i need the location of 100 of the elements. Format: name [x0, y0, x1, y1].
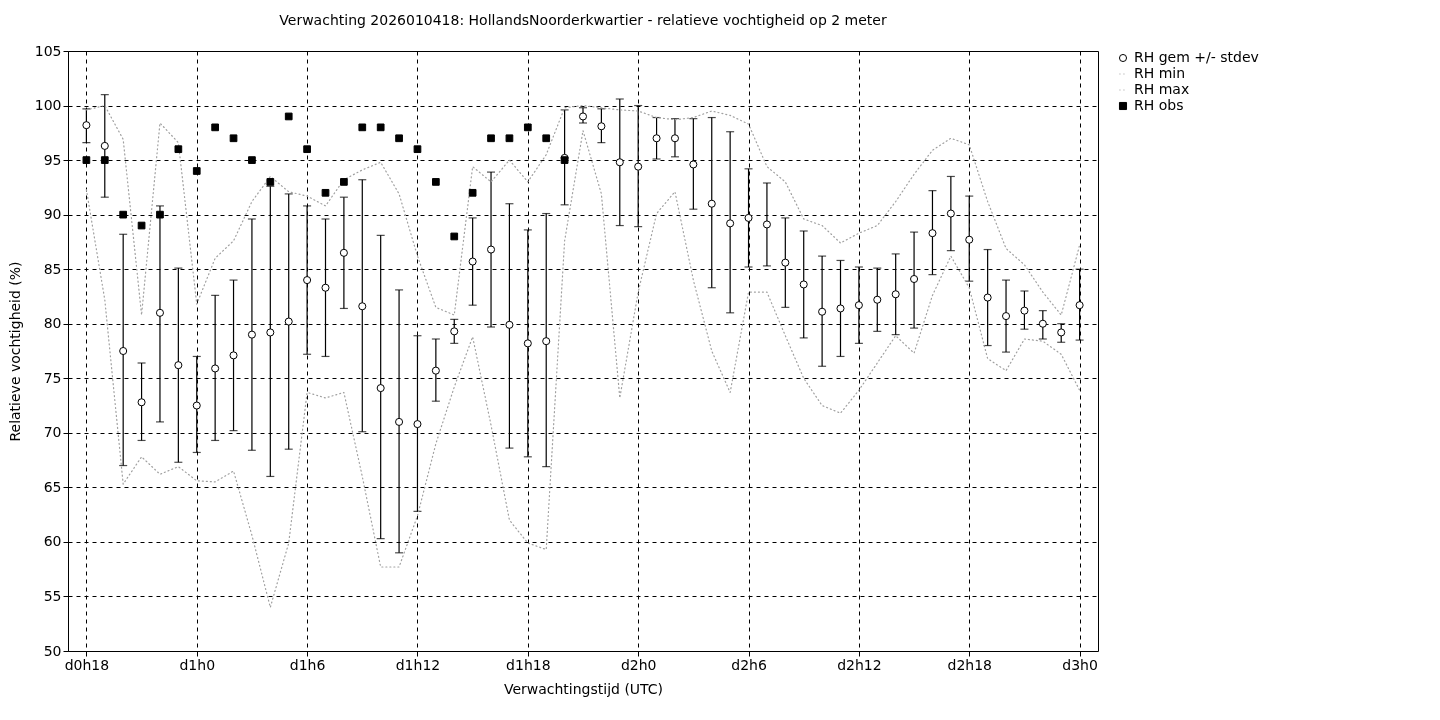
point: [137, 221, 146, 230]
y-tick-label: 65: [43, 478, 62, 495]
legend-label: RH obs: [1134, 97, 1184, 113]
point: [597, 122, 606, 131]
point: [376, 123, 385, 132]
point: [119, 346, 128, 356]
x-tick-label: d2h12: [837, 656, 882, 673]
point: [578, 112, 588, 121]
point: [413, 145, 422, 154]
point: [431, 366, 440, 375]
point: [1057, 328, 1066, 337]
y-tick-label: 50: [43, 642, 62, 659]
point: [211, 364, 220, 373]
point: [928, 229, 937, 238]
y-tick-label: 60: [43, 533, 62, 550]
point: [211, 123, 219, 132]
point: [137, 398, 146, 407]
point: [781, 258, 790, 267]
y-tick-label: 90: [43, 206, 62, 223]
point: [432, 178, 440, 186]
point: [339, 248, 348, 257]
x-tick-label: d3h0: [1062, 656, 1098, 673]
y-tick-label: 80: [43, 315, 62, 332]
y-tick-label: 85: [43, 260, 62, 277]
point: [946, 209, 955, 218]
point: [358, 123, 367, 132]
point: [248, 156, 256, 164]
y-tick-label: 75: [43, 369, 62, 386]
point: [247, 330, 256, 339]
line-series: [85, 130, 1081, 608]
point: [395, 134, 403, 143]
point: [1002, 312, 1011, 321]
point: [82, 121, 91, 130]
point: [726, 219, 735, 228]
point: [615, 158, 624, 167]
point: [303, 145, 311, 154]
point: [818, 307, 827, 316]
point: [762, 220, 771, 229]
point: [891, 290, 900, 299]
point: [266, 328, 275, 337]
point: [376, 384, 385, 393]
y-tick-label: 105: [34, 42, 62, 59]
point: [670, 134, 679, 143]
point: [321, 188, 330, 197]
point: [542, 337, 551, 346]
point: [836, 304, 845, 313]
point: [468, 257, 477, 266]
point: [652, 134, 661, 143]
y-tick-label: 95: [43, 151, 62, 168]
point: [82, 156, 91, 164]
x-tick-label: d2h18: [947, 656, 992, 673]
point: [266, 178, 275, 186]
point: [284, 317, 293, 326]
point: [284, 112, 293, 121]
point: [1020, 306, 1029, 315]
point: [965, 235, 974, 244]
x-tick-label: d2h0: [620, 656, 657, 673]
point: [854, 301, 863, 310]
y-tick-label: 100: [34, 97, 62, 114]
point: [450, 232, 459, 241]
point: [413, 420, 422, 429]
legend-label: RH gem +/- stdev: [1134, 49, 1259, 65]
point: [523, 339, 532, 348]
point: [1075, 301, 1084, 310]
point: [340, 178, 348, 186]
point: [321, 283, 330, 292]
x-tick-label: d0h18: [64, 656, 110, 673]
point: [505, 134, 514, 143]
x-axis-title: Verwachtingstijd (UTC): [503, 680, 664, 697]
point: [634, 162, 643, 171]
y-tick-label: 55: [43, 587, 62, 604]
point: [1038, 319, 1047, 328]
point: [523, 123, 532, 132]
legend-label: RH max: [1134, 81, 1190, 97]
point: [303, 276, 312, 285]
point: [873, 295, 882, 304]
point: [450, 327, 459, 336]
y-tick-label: 70: [43, 424, 62, 441]
point: [487, 134, 495, 143]
point: [689, 160, 698, 169]
point: [487, 245, 496, 254]
point: [155, 308, 164, 317]
point: [119, 210, 128, 219]
point: [707, 199, 716, 208]
legend-label: RH min: [1134, 65, 1186, 81]
x-tick-label: d1h12: [395, 656, 441, 673]
point: [983, 293, 992, 302]
point: [156, 210, 164, 219]
point: [100, 141, 109, 150]
point: [395, 417, 404, 426]
point: [542, 134, 551, 143]
point: [910, 274, 919, 284]
x-tick-label: d1h0: [179, 656, 216, 673]
point: [192, 167, 201, 175]
point: [505, 320, 514, 329]
point: [468, 188, 477, 197]
point: [192, 401, 201, 410]
point: [799, 280, 808, 289]
point: [744, 213, 753, 222]
chart-title: Verwachting 2026010418: HollandsNoorderkwartier - relatieve vochtigheid op 2 meter: [279, 12, 887, 28]
